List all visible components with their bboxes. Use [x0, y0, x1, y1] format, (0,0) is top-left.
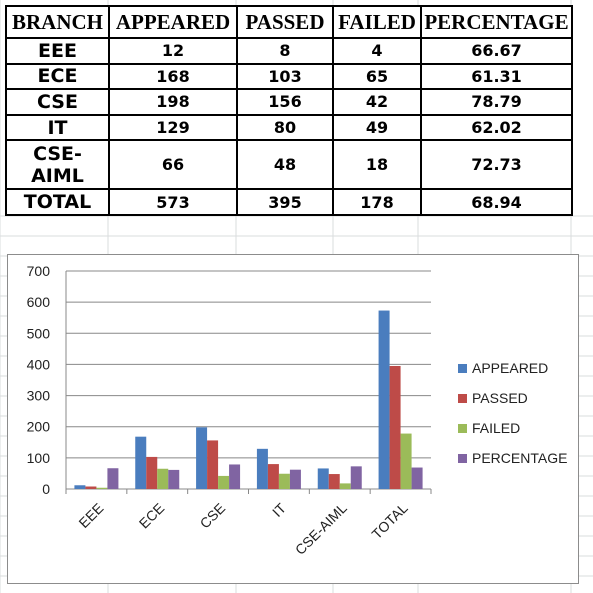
branch-cell[interactable]: TOTAL — [5, 188, 110, 216]
header-branch: BRANCH — [5, 5, 110, 39]
header-percentage: PERCENTAGE — [420, 5, 573, 39]
bar-passed-cse-aiml[interactable] — [328, 474, 340, 489]
legend-swatch-appeared — [458, 364, 467, 373]
table-row: CSE-AIML 66 48 18 72.73 — [5, 139, 573, 191]
failed-cell[interactable]: 4 — [332, 37, 422, 65]
bar-percentage-ece[interactable] — [168, 469, 180, 489]
legend-swatch-failed — [458, 424, 467, 433]
failed-cell[interactable]: 42 — [332, 88, 422, 116]
legend-label-failed: FAILED — [472, 420, 520, 436]
y-tick-label: 700 — [27, 263, 51, 279]
table-row: TOTAL 573 395 178 68.94 — [5, 188, 573, 216]
legend-label-appeared: APPEARED — [472, 360, 548, 376]
y-tick-label: 600 — [27, 294, 51, 310]
bar-percentage-cse[interactable] — [229, 464, 241, 489]
bar-percentage-cse-aiml[interactable] — [350, 466, 362, 489]
y-tick-label: 100 — [27, 450, 51, 466]
bar-passed-total[interactable] — [389, 365, 401, 489]
legend-label-percentage: PERCENTAGE — [472, 450, 567, 466]
table-header-row: BRANCH APPEARED PASSED FAILED PERCENTAGE — [5, 5, 573, 39]
bar-failed-it[interactable] — [278, 473, 290, 489]
bar-appeared-it[interactable] — [256, 448, 268, 489]
bar-appeared-cse-aiml[interactable] — [317, 468, 329, 489]
bar-failed-cse-aiml[interactable] — [339, 483, 351, 489]
passed-cell[interactable]: 395 — [236, 188, 334, 216]
header-appeared: APPEARED — [108, 5, 238, 39]
failed-cell[interactable]: 178 — [332, 188, 422, 216]
branch-cell[interactable]: EEE — [5, 37, 110, 65]
passed-cell[interactable]: 156 — [236, 88, 334, 116]
appeared-cell[interactable]: 66 — [108, 139, 238, 191]
x-tick-label: CSE-AIML — [292, 500, 350, 558]
branch-cell[interactable]: IT — [5, 113, 110, 142]
bar-passed-eee[interactable] — [85, 486, 97, 489]
appeared-cell[interactable]: 198 — [108, 88, 238, 116]
appeared-cell[interactable]: 12 — [108, 37, 238, 65]
passed-cell[interactable]: 80 — [236, 113, 334, 142]
bar-failed-total[interactable] — [400, 433, 412, 489]
header-failed: FAILED — [332, 5, 422, 39]
failed-cell[interactable]: 18 — [332, 139, 422, 191]
appeared-cell[interactable]: 168 — [108, 62, 238, 91]
chart-canvas: 0 100 200 300 400 500 600 700 EEE ECE CSE IT CSE-AIM… — [27, 263, 568, 558]
appeared-cell[interactable]: 129 — [108, 113, 238, 142]
bar-percentage-total[interactable] — [411, 467, 423, 489]
percentage-cell[interactable]: 68.94 — [420, 188, 573, 216]
bar-failed-ece[interactable] — [157, 468, 169, 489]
failed-cell[interactable]: 65 — [332, 62, 422, 91]
bar-passed-cse[interactable] — [207, 440, 219, 489]
clustered-bar-chart[interactable]: 0 100 200 300 400 500 600 700 EEE ECE CSE IT CSE-AIM… — [7, 254, 579, 584]
x-tick-label: EEE — [75, 500, 106, 531]
bar-appeared-cse[interactable] — [196, 427, 208, 489]
appeared-cell[interactable]: 573 — [108, 188, 238, 216]
legend-swatch-percentage — [458, 454, 467, 463]
table-row: EEE 12 8 4 66.67 — [5, 37, 573, 65]
passed-cell[interactable]: 8 — [236, 37, 334, 65]
results-table: BRANCH APPEARED PASSED FAILED PERCENTAGE… — [5, 5, 573, 216]
branch-cell[interactable]: CSE — [5, 88, 110, 116]
x-tick-label: IT — [269, 499, 289, 519]
bar-failed-cse[interactable] — [218, 475, 230, 489]
y-tick-label: 500 — [27, 325, 51, 341]
bar-appeared-total[interactable] — [378, 310, 390, 489]
y-tick-label: 0 — [42, 481, 50, 497]
percentage-cell[interactable]: 66.67 — [420, 37, 573, 65]
y-tick-label: 400 — [27, 356, 51, 372]
x-tick-label: TOTAL — [368, 500, 410, 542]
x-tick-label: CSE — [197, 500, 229, 532]
legend-swatch-passed — [458, 394, 467, 403]
y-tick-label: 200 — [27, 419, 51, 435]
branch-cell[interactable]: ECE — [5, 62, 110, 91]
chart-legend: APPEARED PASSED FAILED PERCENTAGE — [458, 360, 567, 466]
bar-passed-it[interactable] — [267, 464, 279, 489]
branch-cell[interactable]: CSE-AIML — [5, 139, 110, 191]
y-tick-label: 300 — [27, 388, 51, 404]
header-passed: PASSED — [236, 5, 334, 39]
table-row: IT 129 80 49 62.02 — [5, 113, 573, 142]
passed-cell[interactable]: 103 — [236, 62, 334, 91]
percentage-cell[interactable]: 62.02 — [420, 113, 573, 142]
bar-passed-ece[interactable] — [146, 456, 158, 489]
percentage-cell[interactable]: 61.31 — [420, 62, 573, 91]
percentage-cell[interactable]: 72.73 — [420, 139, 573, 191]
x-tick-label: ECE — [136, 500, 168, 532]
bar-percentage-it[interactable] — [289, 469, 301, 489]
bar-percentage-eee[interactable] — [107, 468, 119, 489]
bar-failed-eee[interactable] — [96, 487, 108, 489]
passed-cell[interactable]: 48 — [236, 139, 334, 191]
legend-label-passed: PASSED — [472, 390, 528, 406]
bar-appeared-eee[interactable] — [74, 485, 86, 489]
failed-cell[interactable]: 49 — [332, 113, 422, 142]
percentage-cell[interactable]: 78.79 — [420, 88, 573, 116]
table-row: CSE 198 156 42 78.79 — [5, 88, 573, 116]
bar-appeared-ece[interactable] — [135, 436, 147, 489]
table-row: ECE 168 103 65 61.31 — [5, 62, 573, 91]
